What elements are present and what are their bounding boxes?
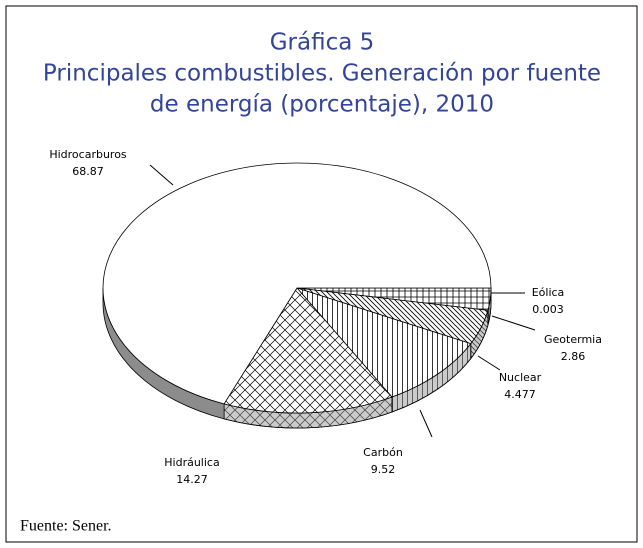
slice	[223, 287, 393, 414]
slice-label: Hidráulica	[164, 456, 219, 469]
leader-line	[419, 409, 433, 438]
value-label: 0.003	[532, 303, 564, 316]
slice-label: Carbón	[363, 446, 403, 459]
slice-label: Geotermia	[544, 333, 602, 346]
slice	[102, 162, 492, 405]
frame	[5, 5, 638, 543]
chart-title: Principales combustibles. Generación por…	[43, 61, 601, 87]
source: Fuente: Sener.	[20, 518, 112, 535]
value-label: 4.477	[504, 388, 536, 401]
leader-line	[491, 315, 536, 331]
value-label: 9.52	[371, 463, 396, 476]
leader-line	[477, 355, 501, 371]
slice-label: Nuclear	[499, 371, 542, 384]
slice-label: Hidrocarburos	[49, 148, 127, 161]
slice	[295, 287, 472, 398]
chart-title: Gráfica 5	[270, 30, 375, 56]
value-label: 14.27	[176, 473, 208, 486]
value-label: 68.87	[72, 165, 104, 178]
leader-line	[149, 164, 174, 186]
value-label: 2.86	[561, 350, 586, 363]
chart-title: de energía (porcentaje), 2010	[150, 92, 494, 118]
slice-label: Eólica	[532, 286, 565, 299]
